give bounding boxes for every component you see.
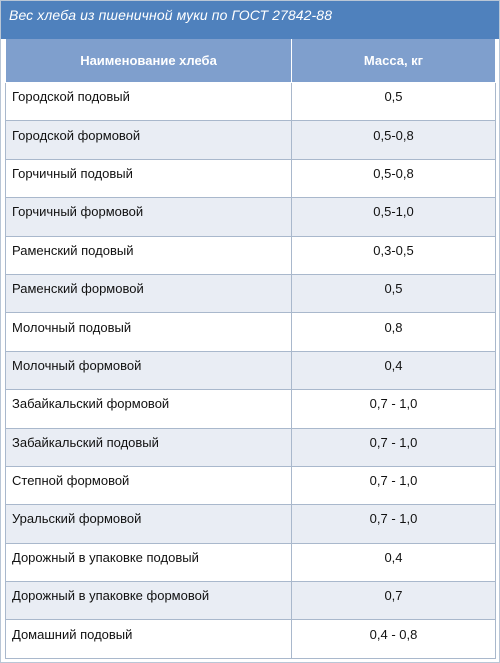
- table-row: Городской формовой 0,5-0,8: [5, 120, 496, 160]
- bread-name-cell: Уральский формовой: [5, 504, 292, 544]
- mass-cell: 0,7 - 1,0: [291, 389, 496, 429]
- bread-name-cell: Молочный подовый: [5, 312, 292, 352]
- bread-name-cell: Городской формовой: [5, 120, 292, 160]
- mass-cell: 0,5: [291, 82, 496, 122]
- table-row: Дорожный в упаковке подовый 0,4: [5, 543, 496, 583]
- mass-cell: 0,5-0,8: [291, 159, 496, 199]
- mass-cell: 0,7 - 1,0: [291, 504, 496, 544]
- table-row: Забайкальский подовый 0,7 - 1,0: [5, 428, 496, 467]
- bread-weight-table: Наименование хлеба Масса, кг Городской п…: [5, 39, 496, 659]
- bread-name-cell: Забайкальский формовой: [5, 389, 292, 429]
- mass-cell: 0,4: [291, 543, 496, 583]
- bread-name-cell: Молочный формовой: [5, 351, 292, 391]
- table-row: Молочный формовой 0,4: [5, 351, 496, 391]
- table-row: Раменский подовый 0,3-0,5: [5, 236, 496, 275]
- bread-name-cell: Горчичный подовый: [5, 159, 292, 199]
- mass-cell: 0,7 - 1,0: [291, 428, 496, 467]
- table-row: Раменский формовой 0,5: [5, 274, 496, 314]
- table-row: Городской подовый 0,5: [5, 82, 496, 122]
- table-row: Молочный подовый 0,8: [5, 312, 496, 352]
- table-row: Горчичный подовый 0,5-0,8: [5, 159, 496, 199]
- mass-cell: 0,5: [291, 274, 496, 314]
- header-mass: Масса, кг: [291, 39, 496, 83]
- table-row: Уральский формовой 0,7 - 1,0: [5, 504, 496, 544]
- table-row: Забайкальский формовой 0,7 - 1,0: [5, 389, 496, 429]
- bread-name-cell: Забайкальский подовый: [5, 428, 292, 467]
- bread-name-cell: Дорожный в упаковке подовый: [5, 543, 292, 583]
- mass-cell: 0,5-1,0: [291, 197, 496, 237]
- bread-name-cell: Раменский формовой: [5, 274, 292, 314]
- header-row: Наименование хлеба Масса, кг: [5, 39, 496, 83]
- table-row: Домашний подовый 0,4 - 0,8: [5, 619, 496, 659]
- table-header: Наименование хлеба Масса, кг: [5, 39, 496, 83]
- table-body: Городской подовый 0,5 Городской формовой…: [5, 82, 496, 659]
- mass-cell: 0,4 - 0,8: [291, 619, 496, 659]
- mass-cell: 0,5-0,8: [291, 120, 496, 160]
- bread-name-cell: Раменский подовый: [5, 236, 292, 275]
- mass-cell: 0,8: [291, 312, 496, 352]
- mass-cell: 0,7 - 1,0: [291, 466, 496, 506]
- bread-name-cell: Дорожный в упаковке формовой: [5, 581, 292, 621]
- bread-name-cell: Горчичный формовой: [5, 197, 292, 237]
- mass-cell: 0,3-0,5: [291, 236, 496, 275]
- table-caption: Вес хлеба из пшеничной муки по ГОСТ 2784…: [1, 1, 499, 39]
- header-bread-name: Наименование хлеба: [5, 39, 292, 83]
- table-row: Степной формовой 0,7 - 1,0: [5, 466, 496, 506]
- table-row: Дорожный в упаковке формовой 0,7: [5, 581, 496, 621]
- bread-name-cell: Степной формовой: [5, 466, 292, 506]
- bread-name-cell: Городской подовый: [5, 82, 292, 122]
- bread-name-cell: Домашний подовый: [5, 619, 292, 659]
- table-row: Горчичный формовой 0,5-1,0: [5, 197, 496, 237]
- mass-cell: 0,4: [291, 351, 496, 391]
- mass-cell: 0,7: [291, 581, 496, 621]
